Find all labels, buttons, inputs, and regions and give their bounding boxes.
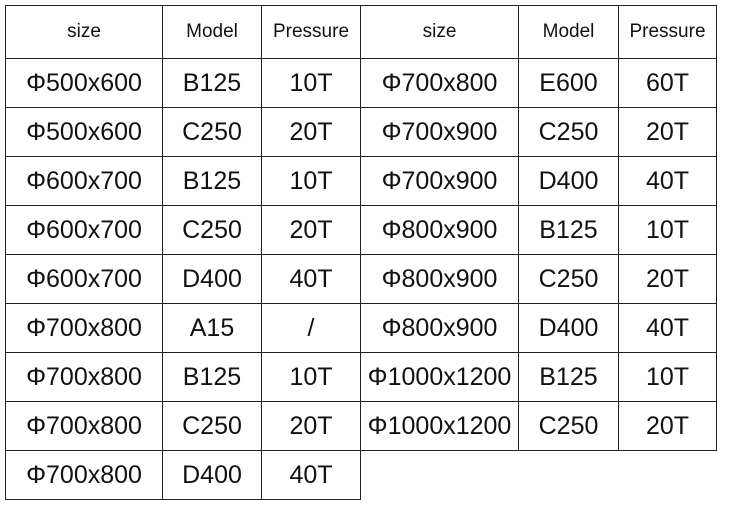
- header-cell: size: [5, 5, 163, 59]
- table-cell: Φ700x900: [360, 107, 519, 157]
- table-cell: 20T: [261, 205, 361, 255]
- table-cell: E600: [518, 58, 619, 108]
- table-cell: C250: [162, 401, 262, 451]
- table-cell: 40T: [618, 156, 717, 206]
- table-cell: Φ600x700: [5, 254, 163, 304]
- table-cell: Φ800x900: [360, 205, 519, 255]
- table-cell: Φ700x900: [360, 156, 519, 206]
- table-cell: 40T: [261, 254, 361, 304]
- table-cell: Φ500x600: [5, 107, 163, 157]
- table-cell: D400: [162, 450, 262, 500]
- table-cell: Φ800x900: [360, 254, 519, 304]
- table-cell: B125: [162, 156, 262, 206]
- table-cell: 40T: [618, 303, 717, 353]
- table-cell: 20T: [261, 107, 361, 157]
- table-cell: 60T: [618, 58, 717, 108]
- table-cell: B125: [518, 352, 619, 402]
- table-cell: A15: [162, 303, 262, 353]
- table-cell: Φ700x800: [5, 303, 163, 353]
- table-cell: Φ700x800: [5, 401, 163, 451]
- table-cell: D400: [518, 303, 619, 353]
- table-cell: C250: [518, 401, 619, 451]
- header-cell: Pressure: [261, 5, 361, 59]
- header-cell: Model: [518, 5, 619, 59]
- table-cell: 20T: [618, 254, 717, 304]
- table-cell: 10T: [261, 58, 361, 108]
- table-cell: Φ500x600: [5, 58, 163, 108]
- table-cell: C250: [518, 107, 619, 157]
- header-cell: Pressure: [618, 5, 717, 59]
- table-cell: Φ700x800: [360, 58, 519, 108]
- table-cell: C250: [162, 205, 262, 255]
- header-cell: size: [360, 5, 519, 59]
- table-cell: 20T: [618, 107, 717, 157]
- table-cell: Φ1000x1200: [360, 401, 519, 451]
- table-cell: B125: [518, 205, 619, 255]
- table-cell: 10T: [618, 205, 717, 255]
- table-cell: Φ1000x1200: [360, 352, 519, 402]
- table-cell: B125: [162, 352, 262, 402]
- table-cell: 40T: [261, 450, 361, 500]
- table-cell: Φ700x800: [5, 450, 163, 500]
- table-cell: 10T: [618, 352, 717, 402]
- table-cell: 10T: [261, 352, 361, 402]
- table-cell: 20T: [618, 401, 717, 451]
- table-cell: Φ600x700: [5, 205, 163, 255]
- header-cell: Model: [162, 5, 262, 59]
- table-cell: Φ800x900: [360, 303, 519, 353]
- table-cell: 10T: [261, 156, 361, 206]
- table-cell: /: [261, 303, 361, 353]
- table-cell: D400: [518, 156, 619, 206]
- table-cell: D400: [162, 254, 262, 304]
- table-cell: 20T: [261, 401, 361, 451]
- table-cell: C250: [162, 107, 262, 157]
- table-cell: Φ600x700: [5, 156, 163, 206]
- table-cell: C250: [518, 254, 619, 304]
- table-cell: B125: [162, 58, 262, 108]
- table-cell: Φ700x800: [5, 352, 163, 402]
